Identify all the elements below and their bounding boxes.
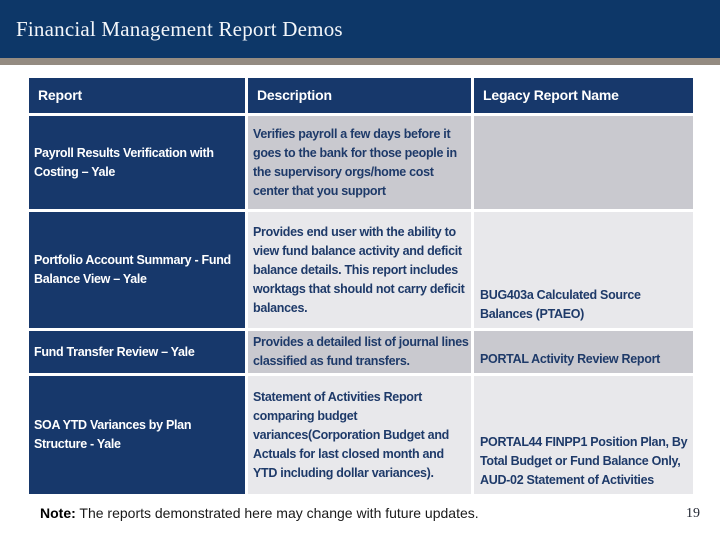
legacy-name-cell: BUG403a Calculated Source Balances (PTAE…: [474, 212, 693, 328]
accent-bar: [0, 58, 720, 65]
column-header-description: Description: [248, 78, 471, 113]
report-table: Report Description Legacy Report Name Pa…: [29, 78, 693, 494]
legacy-name-cell: [474, 116, 693, 209]
report-name-cell: SOA YTD Variances by Plan Structure - Ya…: [29, 376, 245, 494]
report-name-cell: Fund Transfer Review – Yale: [29, 331, 245, 373]
description-cell: Statement of Activities Report comparing…: [248, 376, 471, 494]
legacy-name-cell: PORTAL Activity Review Report: [474, 331, 693, 373]
description-cell: Provides a detailed list of journal line…: [248, 331, 471, 373]
page-number: 19: [686, 506, 700, 521]
report-name-cell: Payroll Results Verification with Costin…: [29, 116, 245, 209]
slide-title-banner: Financial Management Report Demos: [0, 0, 720, 58]
column-header-legacy-report-name: Legacy Report Name: [474, 78, 693, 113]
description-cell: Verifies payroll a few days before it go…: [248, 116, 471, 209]
column-header-report: Report: [29, 78, 245, 113]
description-cell: Provides end user with the ability to vi…: [248, 212, 471, 328]
footnote-label: Note:: [40, 505, 76, 521]
legacy-name-cell: PORTAL44 FINPP1 Position Plan, By Total …: [474, 376, 693, 494]
footnote-text: The reports demonstrated here may change…: [75, 505, 479, 521]
report-name-cell: Portfolio Account Summary - Fund Balance…: [29, 212, 245, 328]
footnote: Note: The reports demonstrated here may …: [40, 505, 720, 521]
slide-title: Financial Management Report Demos: [16, 16, 343, 41]
